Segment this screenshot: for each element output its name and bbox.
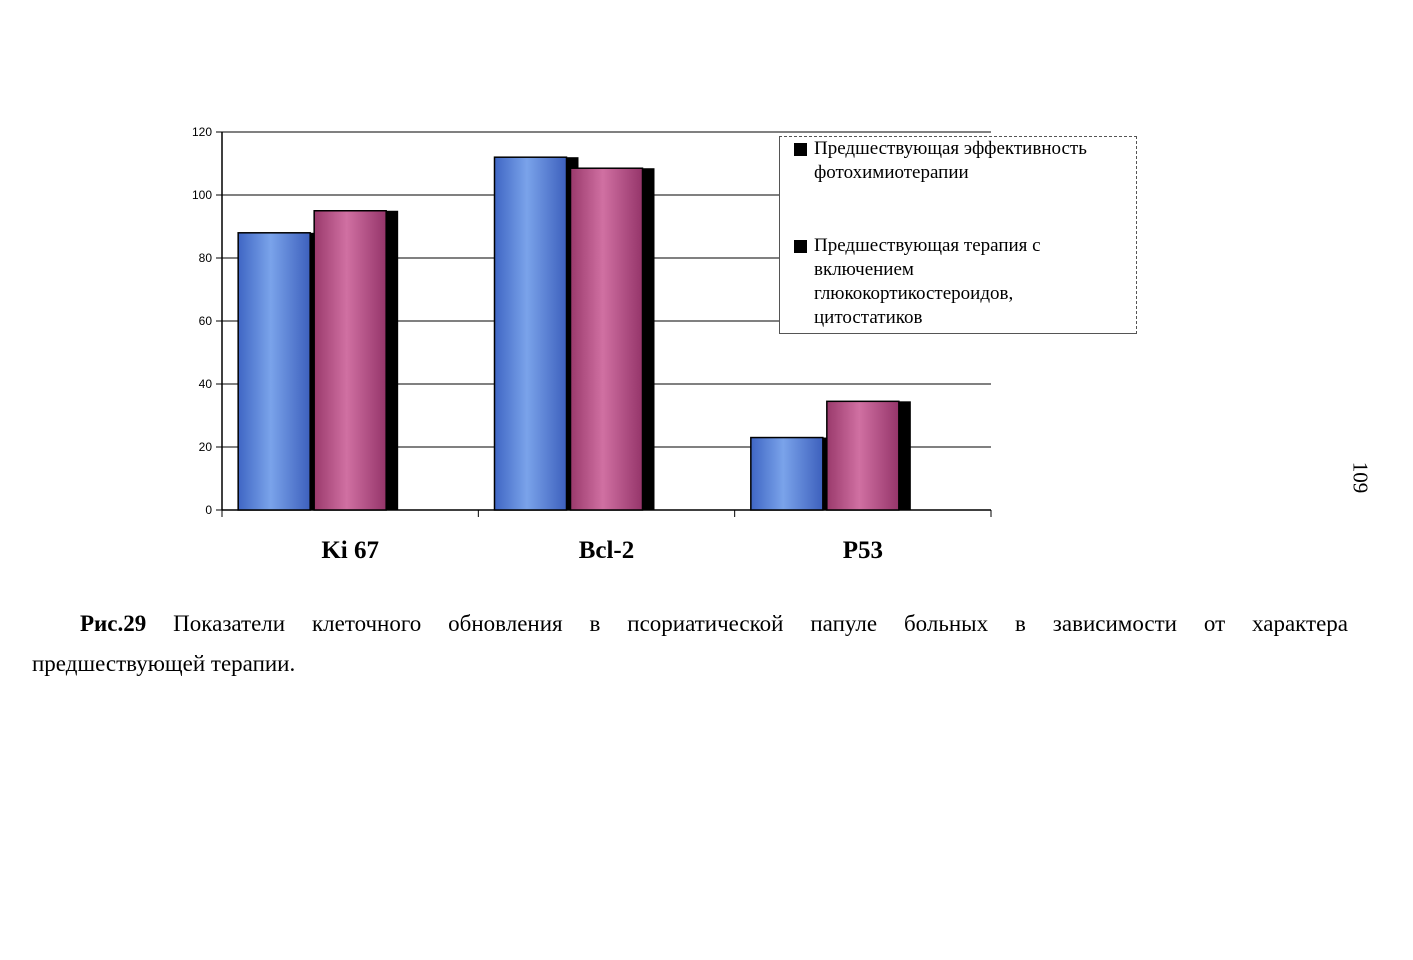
axis-labels: 0 20 40 60 80 100 120 Ki 67 Bcl-2 P53	[192, 125, 883, 564]
bar	[313, 210, 387, 511]
bars	[237, 156, 911, 511]
legend-label-line: включением	[814, 259, 914, 280]
legend-item-photochemotherapy: Предшествующая эффективность фотохимиоте…	[794, 137, 1134, 185]
x-category-label: P53	[843, 537, 883, 564]
bar	[569, 167, 644, 511]
legend-swatch	[794, 240, 807, 253]
legend-label: Предшествующая терапия с включением глюк…	[794, 234, 1134, 330]
bar	[493, 156, 568, 511]
bar-chart: 0 20 40 60 80 100 120 Ki 67 Bcl-2 P53	[192, 125, 992, 564]
legend-label-line: глюкокортикостероидов,	[814, 283, 1014, 304]
chart-legend: Предшествующая эффективность фотохимиоте…	[779, 136, 1137, 334]
legend-swatch	[794, 143, 807, 156]
y-tick-label: 20	[199, 440, 213, 454]
bar	[826, 400, 900, 511]
legend-label-line: цитостатиков	[814, 307, 923, 328]
legend-label-line: фотохимиотерапии	[814, 162, 969, 183]
y-tick-label: 100	[192, 188, 212, 202]
y-tick-label: 0	[205, 503, 212, 517]
x-category-label: Ki 67	[321, 537, 379, 564]
y-tick-label: 120	[192, 125, 212, 139]
figure-label: Рис.29	[80, 611, 147, 636]
caption-text: Показатели клеточного обновления в псори…	[146, 611, 1348, 636]
legend-item-corticosteroids: Предшествующая терапия с включением глюк…	[794, 234, 1134, 330]
bar	[750, 436, 824, 511]
page-number: 109	[1348, 461, 1373, 494]
legend-label-line: Предшествующая эффективность	[814, 138, 1087, 159]
caption-line-1: Рис.29 Показатели клеточного обновления …	[32, 604, 1348, 644]
figure-caption: Рис.29 Показатели клеточного обновления …	[32, 604, 1348, 684]
legend-label-line: Предшествующая терапия с	[814, 235, 1041, 256]
x-category-label: Bcl-2	[579, 537, 635, 564]
legend-label: Предшествующая эффективность фотохимиоте…	[794, 137, 1134, 185]
y-tick-label: 80	[199, 251, 213, 265]
bar	[237, 232, 311, 511]
caption-line-2: предшествующей терапии.	[32, 651, 296, 676]
y-tick-label: 60	[199, 314, 213, 328]
y-tick-label: 40	[199, 377, 213, 391]
